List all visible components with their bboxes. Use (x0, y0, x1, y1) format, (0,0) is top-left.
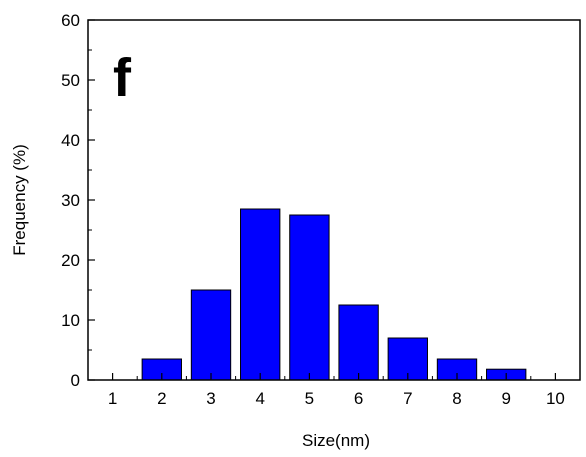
x-tick-label-8: 8 (452, 389, 461, 408)
x-tick-label-3: 3 (206, 389, 215, 408)
x-tick-label-5: 5 (305, 389, 314, 408)
y-tick-label-50: 50 (61, 71, 80, 90)
x-tick-label-10: 10 (546, 389, 565, 408)
y-axis-title: Frequency (%) (10, 144, 29, 255)
bars-group (141, 208, 527, 381)
plot-frame (87, 19, 581, 381)
bar-3 (190, 289, 232, 381)
panel-label: f (113, 48, 132, 108)
x-tick-label-1: 1 (108, 389, 117, 408)
ticks-group (87, 19, 581, 381)
x-tick-label-7: 7 (403, 389, 412, 408)
y-tick-label-60: 60 (61, 11, 80, 30)
bar-5 (289, 214, 330, 381)
tick-labels-group: 1 2 3 4 5 6 7 8 9 10 0 10 20 30 40 50 60 (61, 11, 565, 408)
y-tick-label-10: 10 (61, 311, 80, 330)
x-axis-title: Size(nm) (302, 431, 370, 450)
bar-6 (338, 304, 379, 381)
y-tick-label-30: 30 (61, 191, 80, 210)
y-tick-label-0: 0 (71, 371, 80, 390)
x-tick-label-2: 2 (157, 389, 166, 408)
bar-4 (240, 208, 281, 381)
x-tick-label-9: 9 (501, 389, 510, 408)
y-tick-label-40: 40 (61, 131, 80, 150)
x-tick-label-6: 6 (354, 389, 363, 408)
y-tick-label-20: 20 (61, 251, 80, 270)
x-tick-label-4: 4 (255, 389, 264, 408)
